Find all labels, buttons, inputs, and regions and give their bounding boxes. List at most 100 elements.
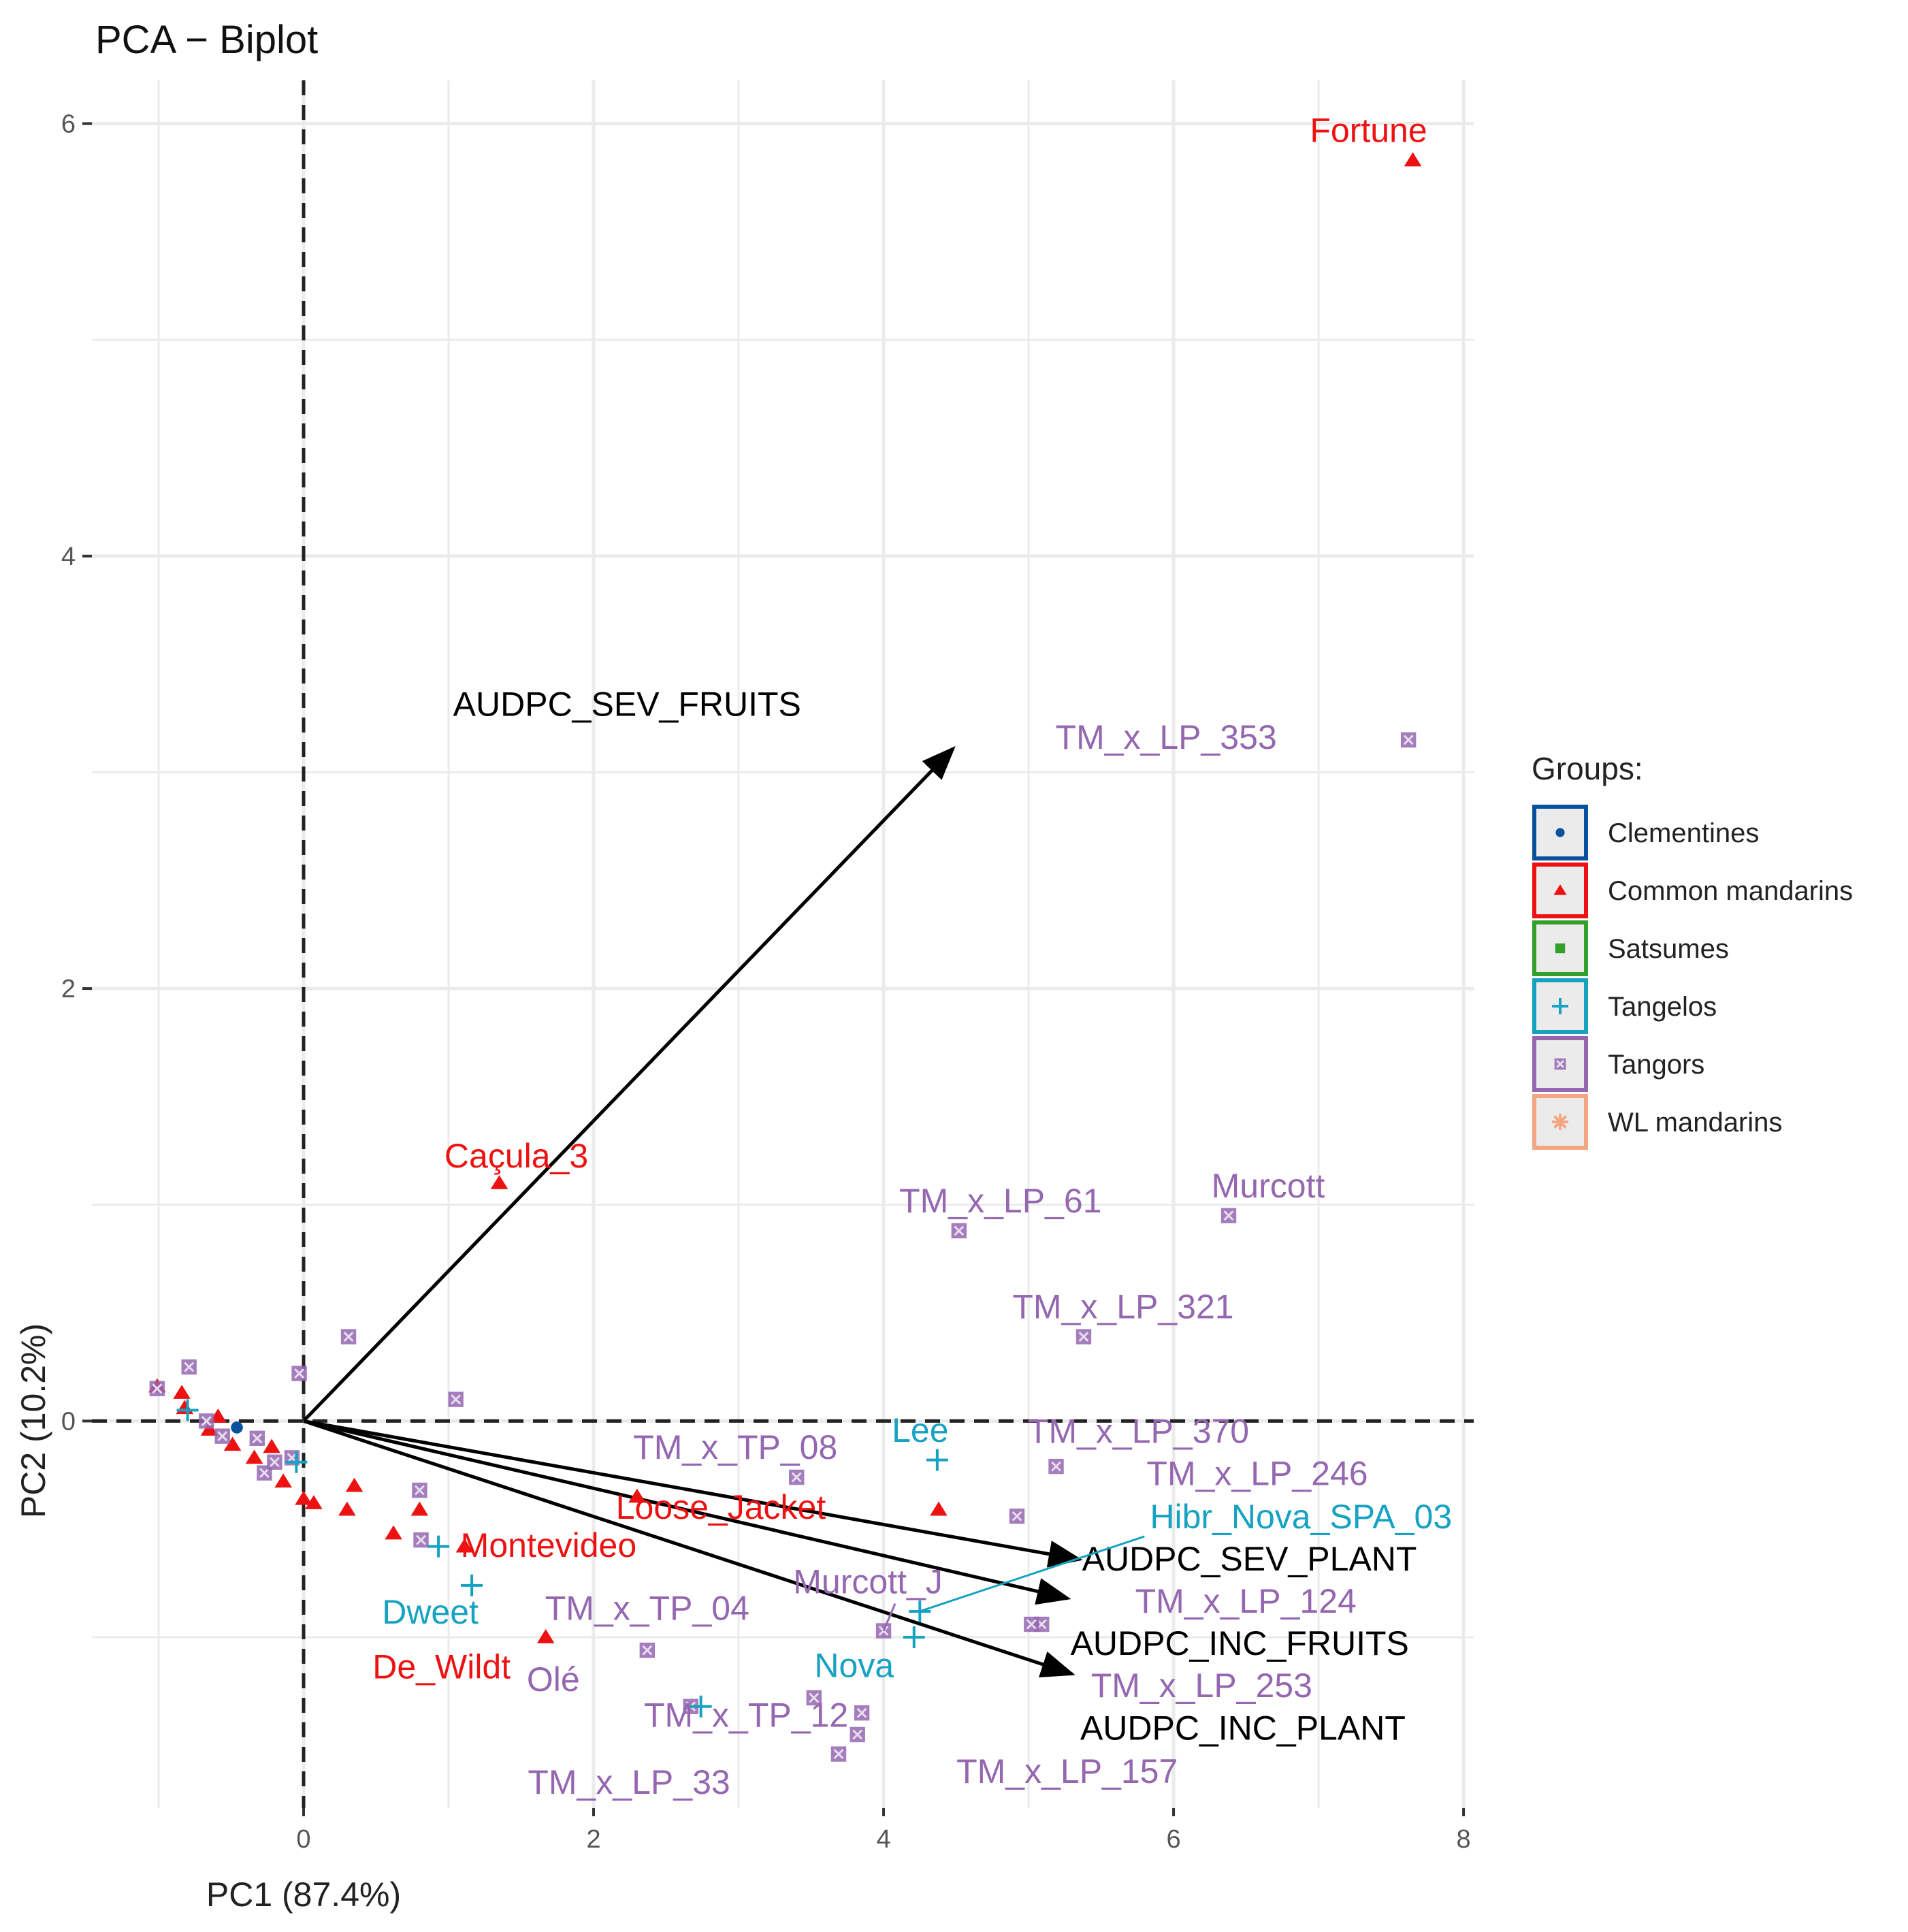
legend: Groups: Clementines Common mandarins Satsu… [1532, 751, 1853, 1150]
square-cross-inner [259, 1468, 270, 1479]
point-label: TM_x_LP_61 [899, 1182, 1101, 1220]
x-tick-label: 0 [296, 1825, 310, 1854]
square-cross-inner [833, 1749, 844, 1760]
data-point [345, 1477, 363, 1492]
square-cross-inner [856, 1707, 867, 1718]
square-cross-inner [1403, 735, 1414, 745]
point-label: TM_x_TP_04 [545, 1589, 749, 1627]
data-point [930, 1501, 948, 1516]
triangle-marker [173, 1385, 191, 1399]
variable-arrow [303, 1419, 1083, 1568]
data-point [263, 1438, 280, 1453]
data-point [455, 1538, 474, 1553]
data-point [291, 1366, 307, 1381]
triangle-marker [338, 1501, 356, 1516]
variable-label: AUDPC_SEV_FRUITS [453, 686, 801, 724]
legend-marker [1555, 828, 1565, 837]
x-axis-label: PC1 (87.4%) [206, 1875, 401, 1914]
data-point [338, 1501, 356, 1516]
triangle-marker [628, 1488, 646, 1503]
data-point [951, 1223, 967, 1239]
square-cross-inner [201, 1415, 212, 1426]
point-label: Caçula_3 [444, 1137, 588, 1175]
legend-marker [1552, 1114, 1568, 1130]
square-cross-inner [416, 1534, 426, 1545]
triangle-marker [305, 1495, 323, 1509]
triangle-marker [536, 1629, 555, 1643]
point-label: Loose_Jacket [616, 1488, 826, 1526]
point-label: Fortune [1310, 112, 1427, 150]
square-cross-inner [294, 1368, 305, 1379]
triangle-marker [1404, 152, 1422, 167]
label-connector [882, 1603, 896, 1632]
label-connector [919, 1535, 1145, 1613]
data-point [245, 1449, 263, 1464]
point-label: TM_x_TP_08 [633, 1428, 837, 1466]
variable-label: AUDPC_INC_FRUITS [1071, 1624, 1409, 1662]
plus-marker [285, 1451, 308, 1473]
data-point [427, 1535, 450, 1558]
y-tick-label: 6 [61, 110, 76, 139]
data-point [305, 1495, 323, 1509]
square-cross-inner [152, 1383, 163, 1394]
data-point [1076, 1329, 1092, 1345]
plus-marker [1552, 998, 1568, 1014]
data-point [231, 1421, 243, 1434]
point-label: TM_x_TP_12 [644, 1696, 848, 1734]
data-point [536, 1629, 555, 1643]
data-point [1404, 152, 1422, 167]
square-marker [1555, 943, 1566, 954]
triangle-marker [274, 1473, 292, 1488]
point-label: TM_x_LP_157 [956, 1752, 1178, 1790]
square-cross-inner [809, 1692, 820, 1703]
triangle-marker [1553, 884, 1567, 895]
point-label: TM_x_LP_246 [1146, 1454, 1368, 1492]
legend-label: Satsumes [1608, 934, 1729, 964]
data-point [413, 1532, 429, 1548]
square-cross-inner [954, 1225, 965, 1236]
variable-arrow [303, 1419, 1071, 1605]
point-label: TM_x_LP_33 [528, 1763, 730, 1801]
legend-marker [1555, 943, 1566, 954]
circle-marker [231, 1421, 243, 1434]
data-point [903, 1626, 925, 1649]
point-label: TM_x_LP_253 [1091, 1667, 1312, 1705]
triangle-marker [930, 1501, 948, 1516]
square-cross-inner [184, 1362, 195, 1372]
circle-marker [1555, 828, 1565, 837]
square-cross-inner [852, 1729, 863, 1740]
data-point [830, 1746, 847, 1762]
point-label: Nova [814, 1646, 894, 1684]
point-label: Lee [892, 1411, 948, 1449]
data-point [690, 1695, 712, 1718]
legend-marker [1553, 884, 1567, 895]
data-point [176, 1400, 194, 1415]
square-cross-inner [1223, 1210, 1234, 1221]
point-label: Hibr_Nova_SPA_03 [1150, 1498, 1452, 1536]
data-point [628, 1488, 646, 1503]
data-point [214, 1428, 230, 1444]
triangle-marker [455, 1538, 474, 1553]
triangle-marker [176, 1400, 194, 1415]
square-cross-inner [451, 1394, 462, 1405]
plus-marker [461, 1574, 483, 1596]
y-tick-label: 4 [61, 543, 76, 571]
square-cross-inner [878, 1626, 889, 1636]
data-point [274, 1473, 292, 1488]
y-axis-label: PC2 (10.2%) [14, 1323, 52, 1518]
plus-marker [690, 1695, 712, 1718]
square-cross-inner [414, 1485, 425, 1496]
axes: 0 2 4 6 8 0 2 4 6 [61, 80, 1474, 1854]
data-point [267, 1454, 282, 1470]
legend-label: Tangelos [1608, 992, 1717, 1022]
triangle-marker [245, 1449, 263, 1464]
square-cross-inner [269, 1457, 280, 1468]
legend-item: Clementines [1532, 805, 1759, 860]
variable-arrow [303, 1419, 1076, 1677]
data-point [149, 1381, 165, 1396]
legend-marker [1554, 1058, 1566, 1070]
chart-title: PCA − Biplot [95, 18, 318, 62]
x-tick-label: 2 [586, 1825, 600, 1854]
triangle-marker [385, 1525, 402, 1540]
square-cross-inner [1078, 1332, 1089, 1342]
